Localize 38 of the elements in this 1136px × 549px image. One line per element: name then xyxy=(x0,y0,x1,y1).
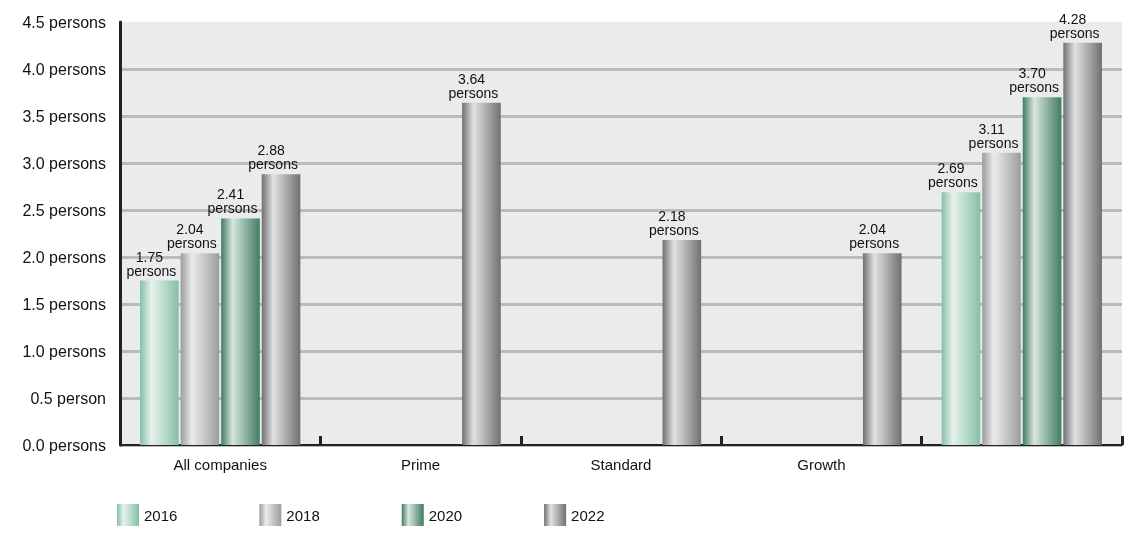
y-tick-label: 3.0 persons xyxy=(22,154,106,172)
data-label: 2.41 persons xyxy=(207,186,258,217)
legend-label: 2018 xyxy=(286,506,320,524)
bar xyxy=(140,280,179,445)
bar xyxy=(180,253,220,445)
y-tick-label: 1.0 persons xyxy=(22,342,106,360)
data-label: 3.11 persons xyxy=(968,120,1019,151)
x-tick-label: Growth xyxy=(797,456,846,473)
bar xyxy=(941,192,981,445)
y-tick-label: 0.0 persons xyxy=(22,436,106,454)
bar xyxy=(1063,42,1102,445)
y-tick-label: 3.5 persons xyxy=(22,107,106,125)
bar xyxy=(862,253,902,445)
bar xyxy=(221,218,260,445)
x-tick-label: Standard xyxy=(590,456,652,473)
data-label: 2.69 persons xyxy=(928,160,978,191)
bar xyxy=(462,102,501,445)
data-label: 3.64 persons xyxy=(448,70,499,101)
legend-label: 2016 xyxy=(144,506,178,524)
y-tick-label: 1.5 persons xyxy=(22,295,106,313)
data-label: 3.70 persons xyxy=(1009,65,1059,96)
data-label: 2.18 persons xyxy=(648,208,699,239)
bar xyxy=(982,152,1021,445)
bar xyxy=(662,240,702,445)
bar xyxy=(1022,97,1062,445)
bar xyxy=(261,174,301,445)
y-tick-label: 4.5 persons xyxy=(22,13,106,31)
x-tick-label: All companies xyxy=(173,456,267,473)
x-tick-label: Prime xyxy=(401,456,441,473)
y-tick-label: 4.0 persons xyxy=(22,60,106,78)
y-tick-label: 2.0 persons xyxy=(22,248,106,266)
data-label: 2.88 persons xyxy=(248,142,298,173)
legend-label: 2022 xyxy=(571,506,605,524)
y-tick-label: 0.5 person xyxy=(30,389,106,407)
legend-label: 2020 xyxy=(428,506,463,524)
y-tick-label: 2.5 persons xyxy=(22,201,106,219)
data-label: 2.04 persons xyxy=(849,221,900,252)
data-label: 4.28 persons xyxy=(1049,10,1100,41)
